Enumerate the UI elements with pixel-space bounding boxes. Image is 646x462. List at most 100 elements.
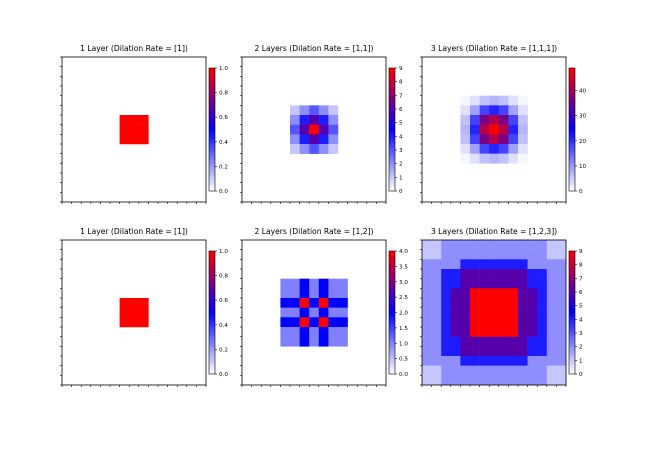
heatmap-cell: [450, 249, 461, 260]
heatmap-cell: [518, 278, 528, 289]
heatmap-cell: [422, 240, 432, 250]
heatmap-cell: [290, 327, 300, 337]
heatmap-cell: [431, 240, 442, 250]
heatmap-cell: [556, 336, 567, 347]
heatmap-cell: [479, 259, 490, 270]
heatmap-cell: [556, 269, 567, 279]
heatmap-cell: [450, 365, 461, 376]
colorbar-tick-label: 1.0: [399, 341, 408, 347]
heatmap-cell: [441, 327, 452, 337]
heatmap-cell: [422, 375, 432, 386]
heatmap-cell: [299, 105, 310, 116]
heatmap-cell: [460, 240, 471, 250]
heatmap-panel-6: 3 Layers (Dilation Rate = [1,2,3]) 0 1 2 3 4 5…: [420, 227, 583, 387]
colorbar-tick-label: 0: [579, 189, 583, 195]
heatmap-cell: [460, 327, 471, 337]
colorbar-tick-label: 9: [579, 249, 583, 255]
heatmap-cell: [546, 327, 557, 337]
chart-title: 3 Layers (Dilation Rate = [1,2,3]): [431, 227, 557, 236]
heatmap-cell: [318, 144, 329, 154]
heatmap-cell: [450, 259, 461, 270]
chart-title: 2 Layers (Dilation Rate = [1,1]): [255, 44, 374, 53]
heatmap-cell: [508, 269, 519, 279]
heatmap-cell: [441, 278, 452, 289]
heatmap-cell: [527, 375, 538, 386]
heatmap-cell: [498, 317, 509, 328]
heatmap-cell: [299, 317, 310, 328]
heatmap-cell: [422, 356, 432, 366]
heatmap-cell: [129, 115, 140, 125]
heatmap-cell: [556, 307, 567, 318]
heatmap-cell: [441, 288, 452, 299]
heatmap-cell: [489, 336, 500, 347]
heatmap-cell: [338, 307, 348, 318]
heatmap-cell: [431, 365, 442, 376]
heatmap-cell: [470, 298, 480, 308]
heatmap-cell: [422, 259, 432, 270]
heatmap-cell: [498, 240, 509, 250]
heatmap-cell: [518, 153, 528, 164]
colorbar-tick-label: 0.2: [219, 347, 228, 353]
heatmap-cell: [129, 298, 140, 308]
heatmap-cell: [280, 317, 291, 328]
colorbar: [208, 67, 216, 192]
heatmap-cell: [309, 307, 320, 318]
heatmap-cell: [498, 375, 509, 386]
colorbar-tick-label: 2: [399, 162, 403, 168]
heatmap-panel-2: 2 Layers (Dilation Rate = [1,1]) 0 1 2 3 4 5 6 7…: [240, 44, 403, 204]
heatmap-cell: [450, 317, 461, 328]
heatmap-cell: [489, 153, 500, 164]
heatmap-cell: [441, 346, 452, 357]
heatmap-cell: [479, 153, 490, 164]
heatmap-cell: [422, 298, 432, 308]
heatmap-cell: [309, 278, 320, 289]
heatmap-cell: [441, 240, 452, 250]
heatmap-cell: [129, 124, 140, 135]
colorbar-tick-label: 4.0: [399, 249, 408, 255]
heatmap-cell: [328, 105, 339, 116]
heatmap-cell: [470, 336, 480, 347]
heatmap-cell: [527, 278, 538, 289]
heatmap-cell: [470, 317, 480, 328]
heatmap-cell: [328, 336, 339, 347]
heatmap-cell: [290, 317, 300, 328]
colorbar-tick-label: 6: [579, 290, 583, 296]
heatmap-cell: [508, 365, 519, 376]
heatmap-cell: [470, 327, 480, 337]
heatmap-cell: [498, 259, 509, 270]
heatmap-cell: [527, 327, 538, 337]
heatmap-cell: [318, 105, 329, 116]
heatmap-cell: [138, 124, 149, 135]
heatmap-cell: [290, 134, 300, 145]
heatmap-cell: [489, 298, 500, 308]
colorbar-tick-label: 4: [399, 134, 403, 140]
heatmap-cell: [527, 288, 538, 299]
heatmap-cell: [518, 134, 528, 145]
heatmap-cell: [508, 95, 519, 106]
heatmap-cell: [299, 124, 310, 135]
heatmap-cell: [479, 365, 490, 376]
heatmap-cell: [129, 307, 140, 318]
heatmap-cell: [537, 240, 548, 250]
heatmap-cell: [556, 346, 567, 357]
heatmap-cell: [556, 356, 567, 366]
heatmap-cell: [498, 269, 509, 279]
heatmap-cell: [460, 375, 471, 386]
colorbar-tick-label: 3: [579, 331, 583, 337]
heatmap-cell: [460, 249, 471, 260]
heatmap-cell: [422, 278, 432, 289]
heatmap-cell: [546, 259, 557, 270]
heatmap-cell: [546, 356, 557, 366]
heatmap-cell: [460, 144, 471, 154]
heatmap-cell: [489, 278, 500, 289]
heatmap-cell: [422, 288, 432, 299]
heatmap-cell: [489, 269, 500, 279]
heatmap-cell: [460, 307, 471, 318]
heatmap-cell: [328, 327, 339, 337]
heatmap-cell: [129, 317, 140, 328]
heatmap-cell: [470, 153, 480, 164]
heatmap-cell: [518, 298, 528, 308]
heatmap-cell: [498, 144, 509, 154]
heatmap-cell: [328, 298, 339, 308]
